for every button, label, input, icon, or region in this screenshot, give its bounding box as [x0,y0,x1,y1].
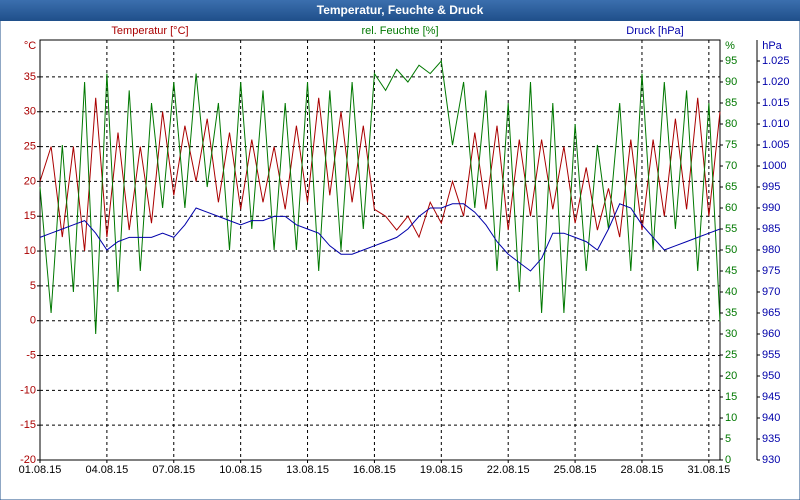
x-tick-label: 22.08.15 [487,464,530,476]
y2ticks-tick-label: 20 [725,370,737,382]
y2ticks-tick-label: 70 [725,160,737,172]
y-tick-label: 5 [30,280,36,292]
y3ticks-tick-label: 965 [762,307,780,319]
x-tick-label: 01.08.15 [19,464,62,476]
y2-axis-unit: % [725,40,735,52]
y2ticks-tick-label: 5 [725,433,731,445]
y-tick-label: 35 [24,71,36,83]
y3ticks-tick-label: 1.015 [762,97,790,109]
y2ticks-tick-label: 40 [725,286,737,298]
y2ticks-tick-label: 60 [725,202,737,214]
y3ticks-tick-label: 1000 [762,160,786,172]
x-tick-label: 31.08.15 [687,464,730,476]
x-tick-label: 28.08.15 [621,464,664,476]
y3ticks-tick-label: 960 [762,328,780,340]
y2ticks-tick-label: 30 [725,328,737,340]
y2ticks-tick-label: 80 [725,118,737,130]
x-tick-label: 04.08.15 [85,464,128,476]
y2ticks-tick-label: 0 [725,454,731,466]
y3ticks-tick-label: 945 [762,391,780,403]
x-tick-label: 10.08.15 [219,464,262,476]
x-tick-label: 13.08.15 [286,464,329,476]
y2ticks-tick-label: 15 [725,391,737,403]
y3ticks-tick-label: 1.010 [762,118,790,130]
y3ticks-tick-label: 950 [762,370,780,382]
x-tick-label: 25.08.15 [554,464,597,476]
y2ticks-tick-label: 85 [725,97,737,109]
title-bar [0,0,800,21]
y2ticks-tick-label: 95 [725,55,737,67]
y2ticks-tick-label: 55 [725,223,737,235]
y-tick-label: -5 [26,349,36,361]
y3ticks-tick-label: 1.005 [762,139,790,151]
chart-title: Temperatur, Feuchte & Druck [317,3,484,17]
y3ticks-tick-label: 1.020 [762,76,790,88]
y3ticks-tick-label: 935 [762,433,780,445]
y3ticks-tick-label: 990 [762,202,780,214]
x-tick-label: 16.08.15 [353,464,396,476]
y3ticks-tick-label: 980 [762,244,780,256]
y2ticks-tick-label: 65 [725,181,737,193]
legend-entry: rel. Feuchte [%] [361,25,438,37]
y3ticks-tick-label: 955 [762,349,780,361]
y2ticks-tick-label: 75 [725,139,737,151]
x-tick-label: 07.08.15 [152,464,195,476]
y2ticks-tick-label: 35 [725,307,737,319]
y3ticks-tick-label: 940 [762,412,780,424]
data-line [39,203,721,272]
y-tick-label: -20 [20,454,36,466]
y3ticks-tick-label: 970 [762,286,780,298]
data-line [39,59,721,335]
y3ticks-tick-label: 975 [762,265,780,277]
y-tick-label: 15 [24,210,36,222]
y3ticks-tick-label: 1.025 [762,55,790,67]
y-tick-label: -15 [20,419,36,431]
x-tick-label: 19.08.15 [420,464,463,476]
y3ticks-tick-label: 930 [762,454,780,466]
y3-axis-unit: hPa [762,40,782,52]
y-tick-label: 20 [24,175,36,187]
y-tick-label: 0 [30,315,36,327]
y-tick-label: 25 [24,140,36,152]
y2ticks-tick-label: 90 [725,76,737,88]
y2ticks-tick-label: 10 [725,412,737,424]
y-axis-unit: °C [24,40,36,52]
y3ticks-tick-label: 985 [762,223,780,235]
y2ticks-tick-label: 25 [725,349,737,361]
legend-entry: Temperatur [°C] [111,25,188,37]
y-tick-label: 30 [24,106,36,118]
legend-entry: Druck [hPa] [626,25,683,37]
y3ticks-tick-label: 995 [762,181,780,193]
y2ticks-tick-label: 50 [725,244,737,256]
y-tick-label: 10 [24,245,36,257]
data-line [39,97,721,252]
y2ticks-tick-label: 45 [725,265,737,277]
y-tick-label: -10 [20,384,36,396]
